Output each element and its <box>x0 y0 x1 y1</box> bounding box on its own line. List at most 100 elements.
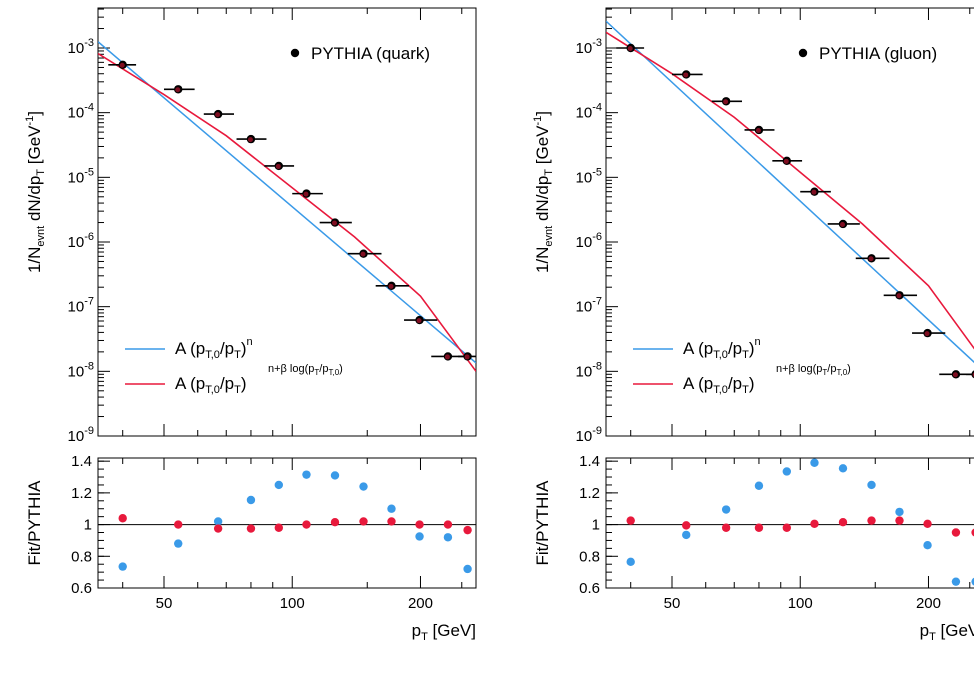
data-point-overlay <box>331 220 337 226</box>
ratio-y-axis-title: Fit/PYTHIA <box>25 480 44 566</box>
ratio-y-tick-label: 0.6 <box>579 580 600 597</box>
y-axis-title: 1/Nevnt dN/dpT [GeV-1] <box>532 111 555 273</box>
ratio-y-tick-label: 1.4 <box>579 453 600 470</box>
data-point-overlay <box>175 87 181 93</box>
ratio-y-axis-title: Fit/PYTHIA <box>533 480 552 566</box>
y-tick-label: 10-9 <box>576 425 602 445</box>
data-point-overlay <box>119 62 125 68</box>
data-point-overlay <box>416 318 422 324</box>
legend-fit-log-label: A (pT,0/pT) <box>175 374 247 396</box>
ratio-point-power <box>923 540 932 550</box>
y-tick-label: 10-4 <box>576 102 602 122</box>
y-tick-label: 10-8 <box>68 360 94 380</box>
ratio-plot-frame <box>605 457 974 589</box>
y-tick-label: 10-7 <box>576 296 602 316</box>
fit-log-line <box>98 52 476 372</box>
data-point-overlay <box>811 189 817 195</box>
ratio-point-power <box>721 505 731 514</box>
ratio-point-power <box>302 470 311 479</box>
data-point-overlay <box>627 46 633 51</box>
y-axis-title: 1/Nevnt dN/dpT [GeV-1] <box>24 111 47 273</box>
data-point-overlay <box>896 293 902 299</box>
gluon-panel: 50 100 200 10-9 10-8 10-7 10-6 10-5 10-4 10-3 0.6 0… <box>532 7 974 643</box>
x-tick-label: 200 <box>916 595 941 612</box>
ratio-point-log <box>302 520 311 529</box>
data-point-overlay <box>723 99 729 105</box>
data-point-overlay <box>839 221 845 227</box>
y-tick-label: 10-5 <box>68 166 94 186</box>
legend-fit-power-label: A (pT,0/pT)n <box>683 336 761 361</box>
x-tick-label: 200 <box>408 595 433 612</box>
ratio-point-power <box>174 539 183 548</box>
data-point-overlay <box>303 191 309 197</box>
y-tick-label: 10-3 <box>68 37 94 57</box>
ratio-y-tick-label: 0.8 <box>71 548 92 565</box>
x-tick-label: 100 <box>280 595 305 612</box>
ratio-point-log <box>721 523 731 532</box>
fit-power-line <box>606 20 974 364</box>
ratio-point-power <box>359 482 368 491</box>
ratio-y-tick-label: 1 <box>84 517 92 534</box>
fit-power-line <box>98 41 476 364</box>
ratio-point-power <box>415 532 424 541</box>
ratio-point-power <box>971 577 974 586</box>
data-point-overlay <box>464 354 470 360</box>
ratio-point-power <box>626 557 635 567</box>
ratio-point-power <box>838 464 848 473</box>
legend-fit-power-label: A (pT,0/pT)n <box>175 336 253 361</box>
ratio-point-log <box>867 516 876 525</box>
data-point-overlay <box>215 112 221 118</box>
ratio-point-log <box>174 520 183 529</box>
x-axis-title: pT [GeV] <box>412 621 476 643</box>
data-point-overlay <box>444 354 450 360</box>
data-point-overlay <box>360 251 366 257</box>
data-point-overlay <box>868 256 874 262</box>
ratio-point-log <box>246 524 256 533</box>
ratio-point-log <box>951 528 961 537</box>
legend-data-marker <box>290 48 300 58</box>
x-tick-label: 100 <box>788 595 813 612</box>
ratio-y-tick-label: 0.6 <box>71 580 92 597</box>
ratio-point-power <box>463 564 472 574</box>
fit-lines <box>98 41 476 372</box>
ratio-point-log <box>682 521 691 530</box>
ratio-point-power <box>443 533 453 542</box>
ratio-point-power <box>213 517 223 526</box>
ratio-point-log <box>274 523 284 532</box>
data-point-overlay <box>275 163 281 169</box>
ratio-point-log <box>359 517 368 526</box>
x-tick-label: 50 <box>156 595 173 612</box>
legend-data-label: PYTHIA (quark) <box>311 44 430 63</box>
ratio-point-power <box>330 471 340 480</box>
ratio-y-tick-label: 0.8 <box>579 548 600 565</box>
y-tick-label: 10-6 <box>576 231 602 251</box>
y-tick-label: 10-6 <box>68 231 94 251</box>
y-tick-label: 10-3 <box>576 37 602 57</box>
ratio-point-power <box>754 481 764 490</box>
ratio-point-power <box>246 495 256 505</box>
legend-data-marker <box>798 48 808 58</box>
ratio-y-tick-label: 1.2 <box>71 485 92 502</box>
fit-log-line <box>606 31 974 350</box>
ratio-point-log <box>782 523 792 532</box>
y-tick-label: 10-5 <box>576 166 602 186</box>
y-tick-label: 10-4 <box>68 102 94 122</box>
ratio-point-log <box>213 524 223 533</box>
ratio-point-power <box>810 458 819 467</box>
ratio-y-tick-label: 1 <box>592 517 600 534</box>
data-point-overlay <box>924 331 930 337</box>
data-point-overlay <box>755 127 761 133</box>
y-tick-label: 10-7 <box>68 296 94 316</box>
ratio-point-log <box>810 519 819 528</box>
legend-fit-log-exponent: n+β log(pT/pT,0) <box>776 363 851 377</box>
ratio-point-power <box>951 577 961 586</box>
quark-panel: 50 100 200 10-9 10-8 10-7 10-6 10-5 10-4 10-3 0.6 0… <box>24 7 477 643</box>
ratio-y-tick-label: 1.2 <box>579 485 600 502</box>
ratio-point-power <box>895 507 904 517</box>
ratio-point-log <box>415 520 424 529</box>
ratio-point-power <box>387 504 396 513</box>
ratio-point-log <box>895 516 904 525</box>
data-point-overlay <box>952 372 958 378</box>
data-point-overlay <box>388 283 394 289</box>
